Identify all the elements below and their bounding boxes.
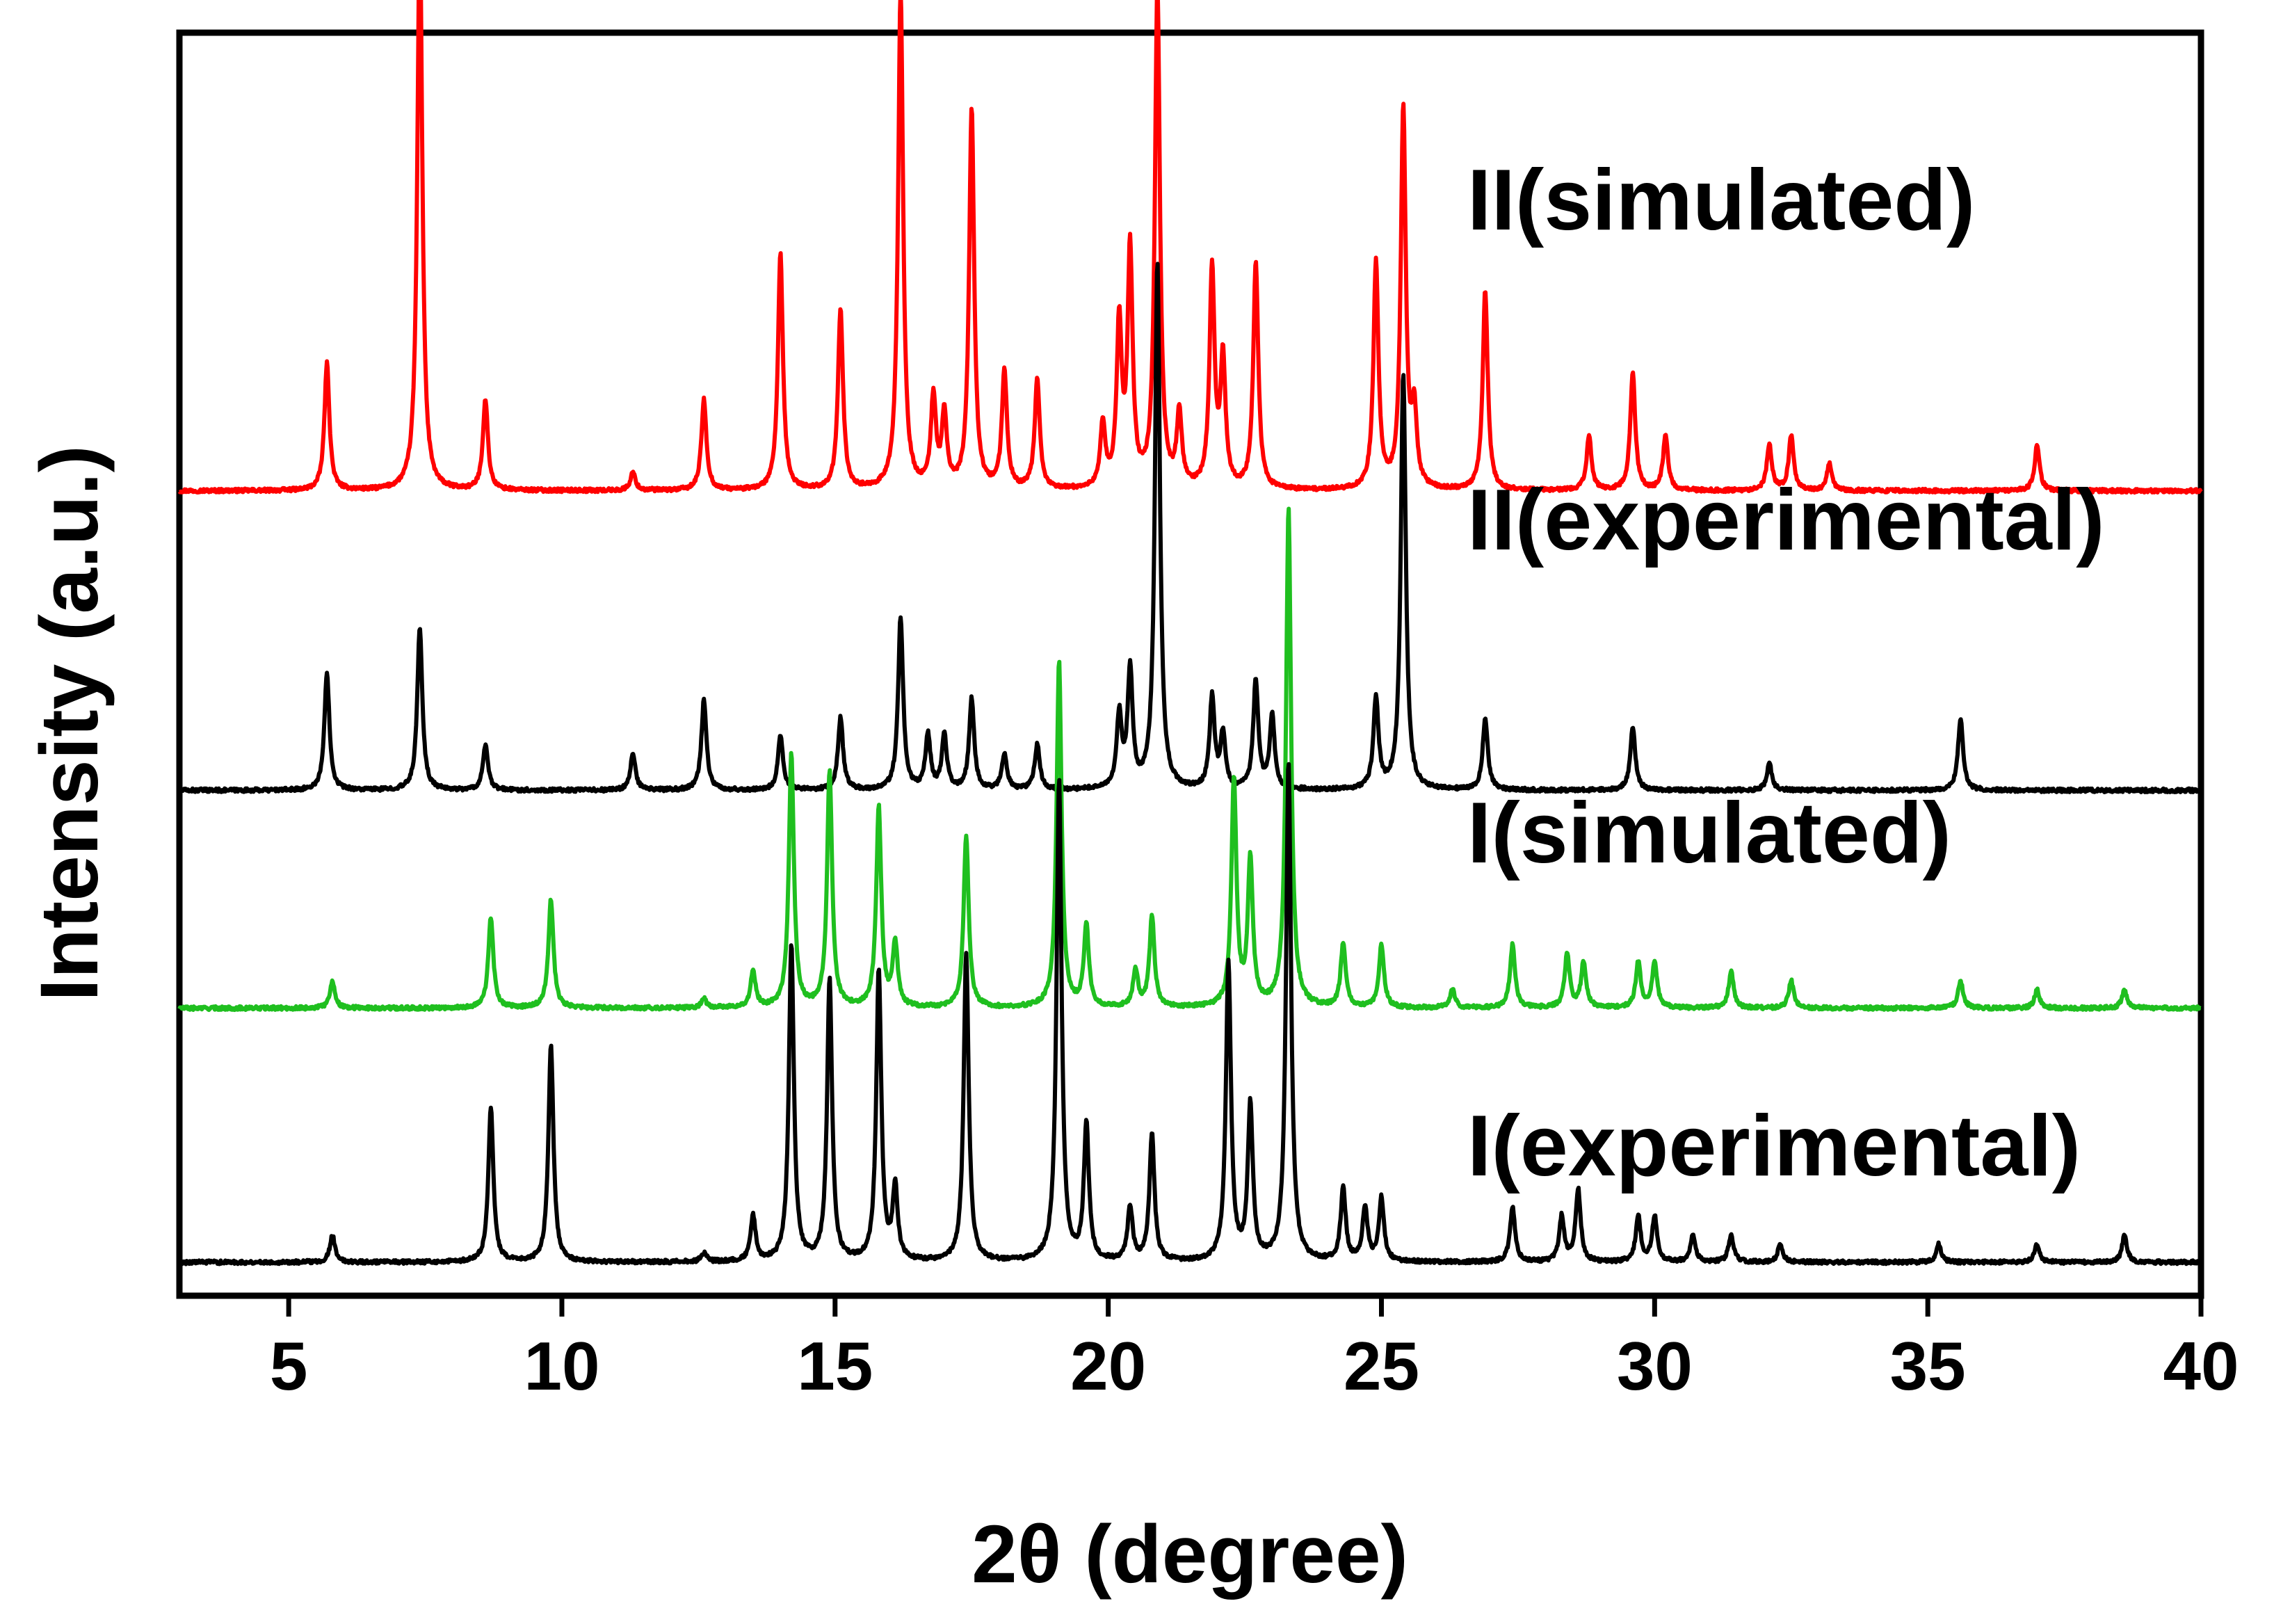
series-line-1 <box>177 262 2203 794</box>
x-axis: 5 10 15 20 25 30 35 40 <box>270 1296 2239 1404</box>
series-label-0: II(simulated) <box>1467 152 1975 248</box>
series-label-2: I(simulated) <box>1467 785 1951 881</box>
series-label-1: II(experimental) <box>1467 472 2105 568</box>
y-axis-label: Intensity (a.u.) <box>24 445 115 1002</box>
x-tick-label: 15 <box>797 1328 873 1404</box>
series-line-0 <box>177 0 2203 495</box>
series-layer <box>177 0 2203 1267</box>
series-label-layer: II(simulated) II(experimental) I(simulated… <box>1467 152 2105 1194</box>
x-tick-label: 25 <box>1344 1328 1419 1404</box>
x-axis-label: 2θ (degree) <box>971 1509 1408 1600</box>
x-tick-label: 20 <box>1070 1328 1146 1404</box>
plot-frame <box>176 29 2204 1299</box>
x-tick-label: 5 <box>270 1328 308 1404</box>
x-tick-label: 35 <box>1890 1328 1966 1404</box>
series-label-3: I(experimental) <box>1467 1098 2081 1194</box>
x-tick-label: 30 <box>1617 1328 1693 1404</box>
series-line-2 <box>177 506 2202 1013</box>
x-tick-label: 10 <box>524 1328 599 1404</box>
series-line-3 <box>177 762 2203 1267</box>
x-tick-label: 40 <box>2163 1328 2239 1404</box>
